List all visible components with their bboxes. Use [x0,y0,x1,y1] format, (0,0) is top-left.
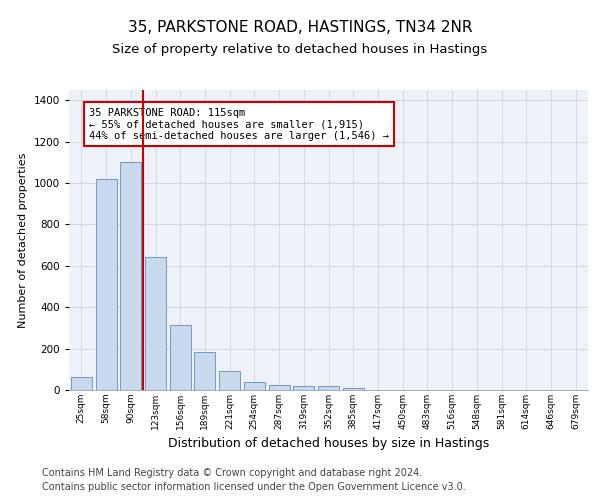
Bar [318,386,339,390]
Text: Contains public sector information licensed under the Open Government Licence v3: Contains public sector information licen… [42,482,466,492]
Bar [269,385,290,390]
Text: Contains HM Land Registry data © Crown copyright and database right 2024.: Contains HM Land Registry data © Crown c… [42,468,422,477]
X-axis label: Distribution of detached houses by size in Hastings: Distribution of detached houses by size … [168,438,489,450]
Bar [71,376,92,390]
Bar [120,162,141,390]
Bar [95,179,116,390]
Bar [194,352,215,390]
Bar [244,382,265,390]
Text: Size of property relative to detached houses in Hastings: Size of property relative to detached ho… [112,42,488,56]
Bar [343,388,364,390]
Text: 35 PARKSTONE ROAD: 115sqm
← 55% of detached houses are smaller (1,915)
44% of se: 35 PARKSTONE ROAD: 115sqm ← 55% of detac… [89,108,389,140]
Bar [145,256,166,390]
Text: 35, PARKSTONE ROAD, HASTINGS, TN34 2NR: 35, PARKSTONE ROAD, HASTINGS, TN34 2NR [128,20,472,35]
Bar [170,325,191,390]
Y-axis label: Number of detached properties: Number of detached properties [18,152,28,328]
Bar [219,372,240,390]
Bar [293,386,314,390]
